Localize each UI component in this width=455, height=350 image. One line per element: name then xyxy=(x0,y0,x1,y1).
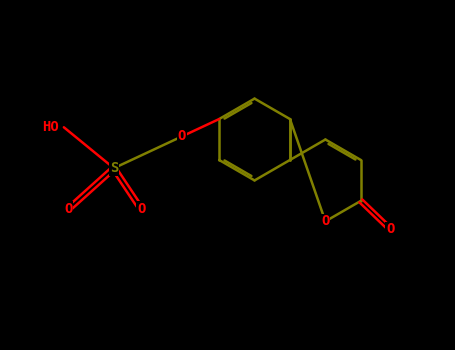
Text: O: O xyxy=(386,222,394,236)
Text: O: O xyxy=(321,214,329,228)
Text: S: S xyxy=(110,161,118,175)
Text: O: O xyxy=(64,202,73,216)
Text: O: O xyxy=(137,202,145,216)
Text: O: O xyxy=(178,130,186,144)
Text: HO: HO xyxy=(43,120,59,134)
